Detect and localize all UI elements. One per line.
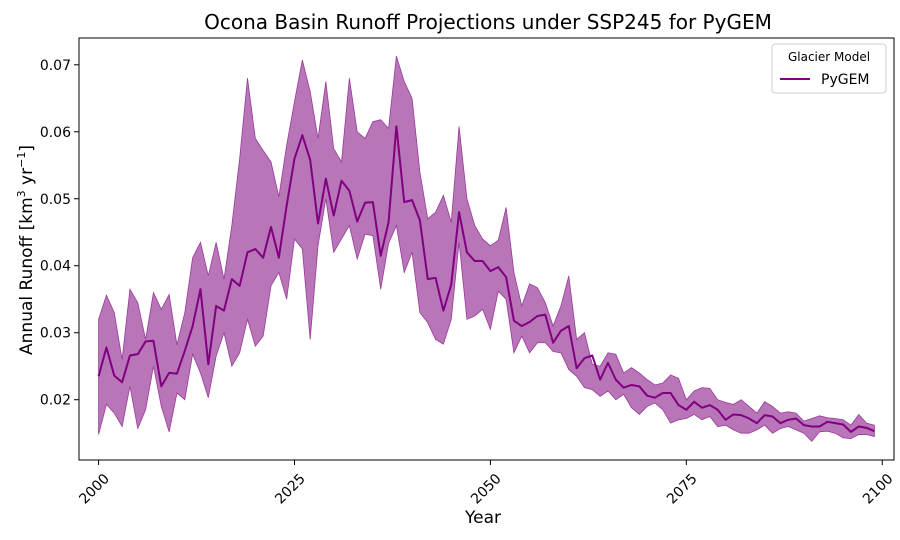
y-tick-label: 0.03 bbox=[40, 326, 71, 342]
x-tick-label: 2000 bbox=[76, 471, 113, 508]
y-tick-label: 0.06 bbox=[40, 125, 71, 141]
y-axis: 0.02 0.03 0.04 0.05 0.06 0.07 bbox=[40, 58, 79, 409]
legend-box bbox=[771, 43, 887, 94]
x-axis: 2000 2025 2050 2075 2100 bbox=[76, 460, 896, 507]
chart-title: Ocona Basin Runoff Projections under SSP… bbox=[204, 10, 772, 34]
y-tick-label: 0.04 bbox=[40, 259, 71, 275]
x-tick-label: 2025 bbox=[272, 471, 309, 508]
legend-title: Glacier Model bbox=[788, 50, 870, 64]
y-axis-label: Annual Runoff [km3 yr−1] bbox=[15, 145, 37, 355]
y-tick-label: 0.07 bbox=[40, 58, 71, 74]
x-tick-label: 2050 bbox=[468, 471, 505, 508]
x-tick-label: 2100 bbox=[860, 471, 897, 508]
plot-area bbox=[97, 55, 875, 442]
legend-label-pygem: PyGEM bbox=[821, 72, 870, 88]
series-line-pygem bbox=[97, 125, 875, 433]
range-band-pygem bbox=[98, 55, 875, 442]
x-tick-label: 2075 bbox=[664, 471, 701, 508]
y-tick-label: 0.02 bbox=[40, 393, 71, 409]
legend: Glacier Model PyGEM bbox=[771, 43, 887, 94]
y-tick-label: 0.05 bbox=[40, 192, 71, 208]
x-axis-label: Year bbox=[464, 508, 501, 528]
axes-frame bbox=[78, 37, 895, 461]
